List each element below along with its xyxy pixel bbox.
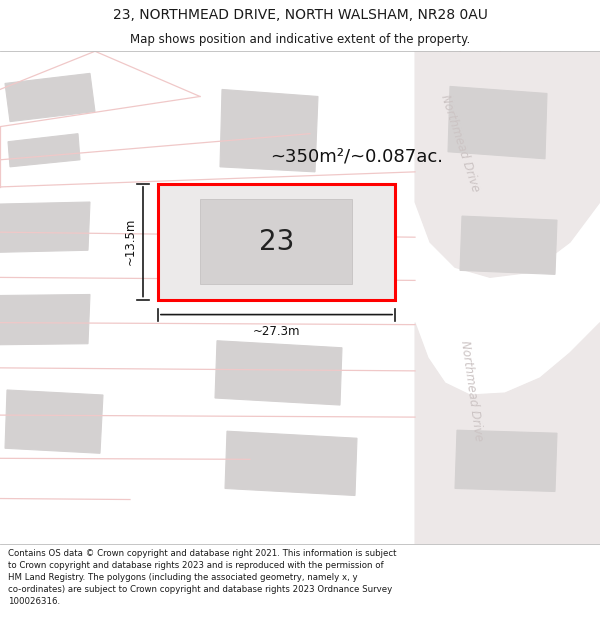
- Polygon shape: [5, 390, 103, 453]
- Polygon shape: [5, 73, 95, 122]
- Text: 23, NORTHMEAD DRIVE, NORTH WALSHAM, NR28 0AU: 23, NORTHMEAD DRIVE, NORTH WALSHAM, NR28…: [113, 8, 487, 22]
- Text: Northmead Drive: Northmead Drive: [438, 93, 482, 194]
- Polygon shape: [448, 86, 547, 159]
- Text: ~350m²/~0.087ac.: ~350m²/~0.087ac.: [270, 148, 443, 166]
- Polygon shape: [455, 430, 557, 491]
- Polygon shape: [220, 89, 318, 172]
- Polygon shape: [225, 431, 357, 496]
- Polygon shape: [8, 134, 80, 167]
- Text: 23: 23: [259, 228, 294, 256]
- Text: Map shows position and indicative extent of the property.: Map shows position and indicative extent…: [130, 34, 470, 46]
- Polygon shape: [415, 51, 600, 278]
- Polygon shape: [158, 184, 395, 299]
- Polygon shape: [233, 198, 327, 248]
- Text: Northmead Drive: Northmead Drive: [458, 340, 485, 442]
- Text: Contains OS data © Crown copyright and database right 2021. This information is : Contains OS data © Crown copyright and d…: [8, 549, 397, 606]
- Text: ~27.3m: ~27.3m: [253, 324, 300, 338]
- Polygon shape: [200, 199, 352, 284]
- Polygon shape: [460, 216, 557, 274]
- Polygon shape: [0, 294, 90, 345]
- Polygon shape: [215, 341, 342, 405]
- Polygon shape: [415, 322, 600, 544]
- Polygon shape: [0, 202, 90, 252]
- Text: ~13.5m: ~13.5m: [124, 218, 137, 266]
